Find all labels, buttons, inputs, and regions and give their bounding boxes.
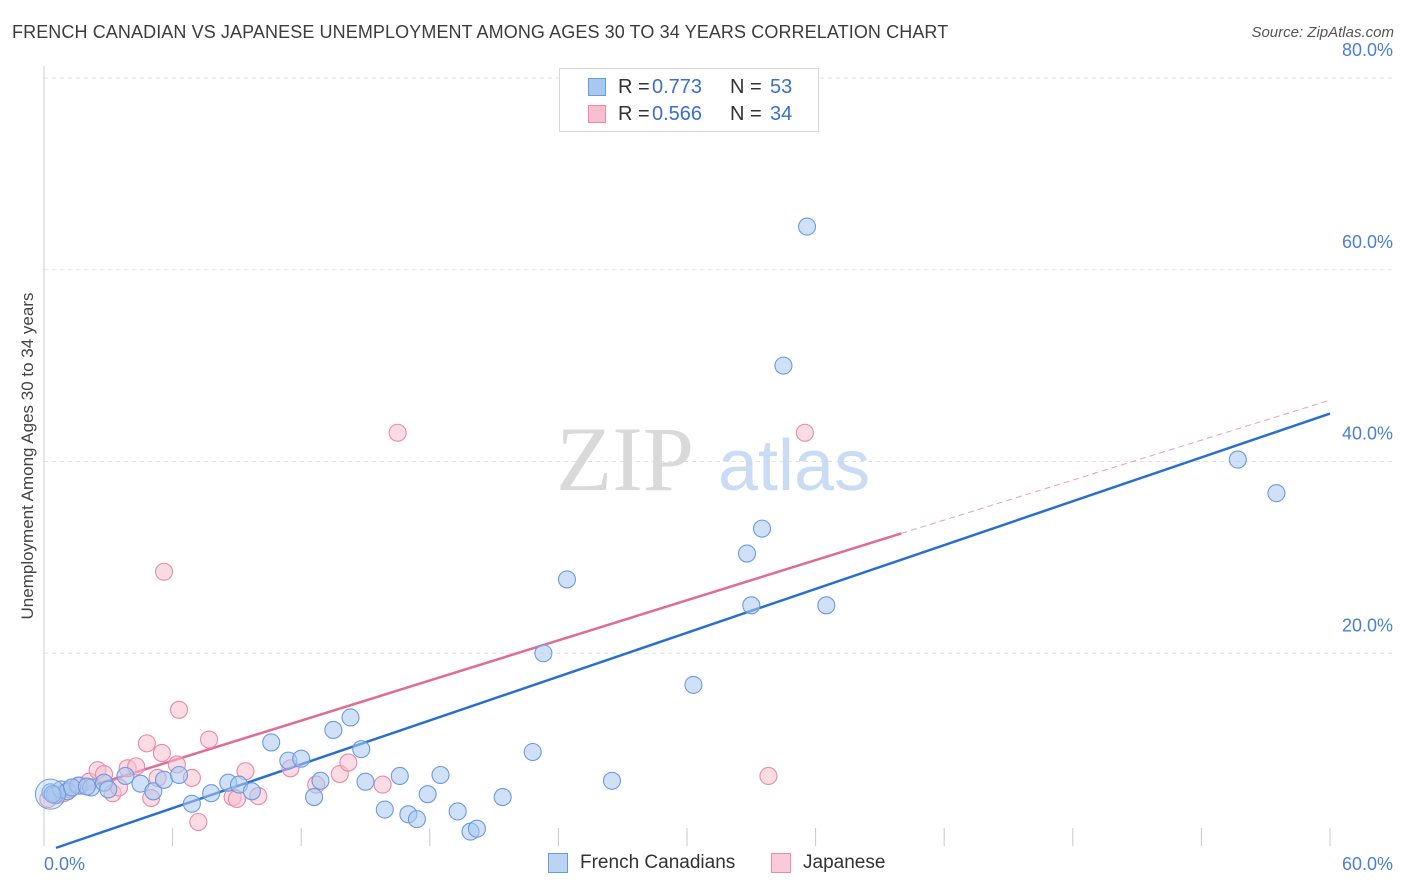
point-japanese	[154, 562, 174, 581]
trend-lines	[55, 399, 1331, 850]
point-french-canadian	[77, 777, 96, 796]
legend-n-value: 34	[770, 102, 793, 125]
legend-n-label: N =	[730, 75, 762, 98]
legend-r-value: 0.566	[652, 102, 703, 125]
trendline-french-canadians	[55, 412, 1331, 850]
y-tick-label: 80.0%	[1342, 40, 1393, 60]
point-japanese	[339, 753, 358, 772]
point-french-canadian	[154, 770, 174, 789]
point-japanese	[137, 734, 156, 753]
watermark: ZIP atlas	[556, 408, 870, 510]
point-french-canadian	[99, 780, 118, 799]
point-french-canadian	[797, 217, 817, 236]
legend-swatch-pink	[588, 105, 606, 123]
legend-swatch-pink	[771, 853, 791, 873]
legend-n-value: 53	[770, 75, 793, 98]
watermark-atlas: atlas	[718, 426, 870, 506]
point-french-canadian	[292, 749, 311, 768]
point-french-canadian	[1267, 484, 1286, 503]
series-legend: French Canadians Japanese	[0, 852, 1406, 878]
point-french-canadian	[202, 784, 221, 803]
point-japanese	[388, 423, 407, 442]
point-french-canadian	[375, 800, 394, 819]
watermark-zip: ZIP	[556, 408, 694, 510]
point-french-canadian	[534, 644, 553, 663]
correlation-legend: R = 0.773 N = 53 R = 0.566 N = 34	[559, 68, 819, 132]
legend-label: Japanese	[803, 852, 886, 873]
point-french-canadian	[324, 720, 343, 740]
chart-title: FRENCH CANADIAN VS JAPANESE UNEMPLOYMENT…	[12, 22, 949, 42]
point-french-canadian	[144, 782, 163, 801]
point-french-canadian	[305, 788, 324, 807]
point-french-canadian	[62, 778, 81, 797]
trendline-japanese	[55, 532, 902, 799]
legend-row-french-canadians: R = 0.773 N = 53	[560, 74, 848, 100]
point-french-canadian	[182, 794, 201, 813]
legend-swatch-blue	[588, 78, 606, 96]
x-tick-label: 0.0%	[44, 854, 85, 874]
point-french-canadian	[431, 765, 450, 785]
trendline-japanese-extension	[901, 399, 1331, 534]
source-label: Source: ZipAtlas.com	[1251, 24, 1394, 41]
gridlines	[44, 77, 1392, 654]
point-japanese	[199, 730, 219, 749]
point-french-canadian	[737, 544, 757, 563]
point-japanese	[373, 775, 392, 794]
legend-item-french-canadians[interactable]: French Canadians	[548, 852, 735, 874]
legend-r-label: R =	[618, 102, 650, 125]
point-french-canadian	[356, 772, 375, 791]
point-french-canadian	[684, 675, 703, 694]
point-french-canadian	[418, 785, 437, 804]
point-cluster-french-canadian	[34, 778, 66, 810]
x-tick-label: 60.0%	[1342, 854, 1393, 874]
point-french-canadian	[116, 766, 135, 786]
point-french-canadian	[557, 570, 577, 589]
point-french-canadian	[448, 802, 467, 821]
point-japanese	[189, 812, 208, 832]
point-french-canadian	[523, 742, 542, 762]
point-french-canadian	[407, 810, 426, 829]
point-french-canadian	[43, 785, 62, 804]
legend-r-value: 0.773	[652, 75, 703, 98]
point-french-canadian	[1228, 450, 1247, 469]
legend-label: French Canadians	[580, 852, 736, 873]
point-french-canadian	[817, 596, 836, 615]
data-points	[34, 217, 1286, 841]
y-tick-label: 40.0%	[1342, 424, 1393, 444]
axes	[43, 66, 1331, 846]
y-tick-label: 60.0%	[1342, 232, 1393, 252]
tick-labels: 20.0% 40.0% 60.0% 80.0% 0.0% 60.0%	[44, 40, 1393, 874]
point-japanese	[152, 743, 171, 763]
y-tick-label: 20.0%	[1342, 615, 1393, 635]
legend-swatch-blue	[548, 853, 568, 873]
point-french-canadian	[311, 771, 330, 790]
point-japanese	[169, 700, 189, 719]
point-japanese	[795, 423, 814, 442]
legend-item-japanese[interactable]: Japanese	[771, 852, 885, 874]
point-french-canadian	[341, 708, 360, 727]
point-french-canadian	[390, 766, 409, 786]
point-french-canadian	[774, 356, 793, 375]
point-french-canadian	[602, 771, 622, 790]
point-french-canadian	[242, 782, 261, 801]
legend-r-label: R =	[618, 75, 650, 98]
legend-n-label: N =	[730, 102, 762, 125]
legend-row-japanese: R = 0.566 N = 34	[560, 101, 848, 127]
point-french-canadian	[493, 788, 512, 807]
point-french-canadian	[262, 733, 281, 752]
point-french-canadian	[352, 740, 371, 759]
point-french-canadian	[467, 819, 487, 838]
point-french-canadian	[169, 765, 189, 785]
point-french-canadian	[752, 519, 772, 538]
point-japanese	[759, 766, 778, 786]
point-french-canadian	[742, 596, 761, 615]
